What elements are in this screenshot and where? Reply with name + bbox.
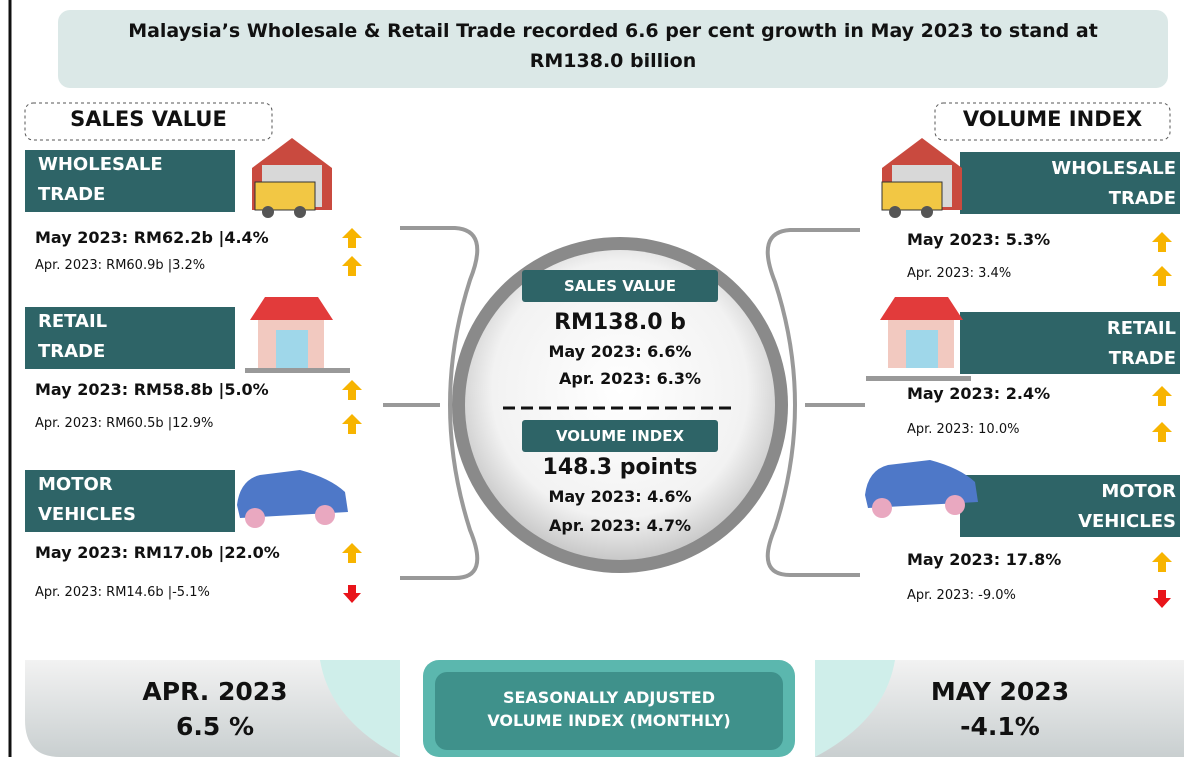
sector-name: RETAIL (1106, 318, 1176, 339)
footer-button-label: SEASONALLY ADJUSTED (502, 688, 716, 707)
sector-banner (25, 150, 235, 212)
previous-figure: Apr. 2023: 3.4% (907, 266, 1012, 281)
sector-name: TRADE (38, 341, 106, 362)
sector-name: WHOLESALE (1051, 158, 1176, 179)
footer-left-accent (320, 660, 400, 757)
center-badge (522, 420, 718, 452)
badge-label: VOLUME INDEX (555, 427, 685, 445)
center-total: 148.3 points (542, 455, 698, 480)
trend-arrow-down (343, 585, 361, 603)
sector-banner (960, 312, 1180, 374)
car-icon (237, 470, 348, 528)
trend-arrow-up (1152, 386, 1172, 406)
trend-arrow-up (342, 256, 362, 276)
current-figure: May 2023: RM58.8b |5.0% (35, 380, 269, 399)
center-previous: Apr. 2023: 4.7% (549, 516, 691, 535)
title-box (58, 10, 1168, 88)
trend-arrow-up (342, 228, 362, 248)
sector-name: VEHICLES (1078, 511, 1176, 532)
warehouse-icon (881, 138, 962, 218)
current-figure: May 2023: RM17.0b |22.0% (35, 543, 280, 562)
sector-name: MOTOR (38, 474, 113, 495)
footer-value: 6.5 % (175, 712, 255, 741)
center-previous: Apr. 2023: 6.3% (559, 369, 701, 388)
footer-right-panel (815, 660, 1184, 757)
trend-arrow-up (342, 414, 362, 434)
current-figure: May 2023: 2.4% (907, 384, 1051, 403)
sector-name: TRADE (1108, 188, 1176, 209)
left-bracket (400, 226, 480, 580)
shop-icon (245, 297, 350, 373)
sector-name: RETAIL (38, 311, 108, 332)
previous-figure: Apr. 2023: 10.0% (907, 422, 1020, 437)
sector-banner (25, 307, 235, 369)
sector-name: MOTOR (1101, 481, 1176, 502)
previous-figure: Apr. 2023: RM14.6b |-5.1% (35, 585, 210, 600)
section-heading: VOLUME INDEX (962, 107, 1143, 131)
title-line: Malaysia’s Wholesale & Retail Trade reco… (128, 20, 1098, 42)
sector-banner (25, 470, 235, 532)
shop-icon (866, 297, 971, 381)
trend-arrow-up (1152, 552, 1172, 572)
previous-figure: Apr. 2023: RM60.9b |3.2% (35, 258, 206, 273)
section-heading: SALES VALUE (70, 107, 227, 131)
sector-name: TRADE (38, 184, 106, 205)
footer-period: APR. 2023 (142, 677, 288, 706)
trend-arrow-up (1152, 232, 1172, 252)
sector-name: VEHICLES (38, 504, 136, 525)
footer-period: MAY 2023 (930, 677, 1070, 706)
title-line: RM138.0 billion (529, 50, 697, 72)
footer-right-accent (815, 660, 895, 757)
footer-left-panel (25, 660, 400, 757)
circle-face (465, 250, 775, 560)
trend-arrow-up (1152, 422, 1172, 442)
trend-arrow-down (1153, 590, 1171, 608)
current-figure: May 2023: RM62.2b |4.4% (35, 228, 269, 247)
footer-button-inner (435, 672, 783, 750)
previous-figure: Apr. 2023: -9.0% (907, 588, 1016, 603)
trend-arrow-up (342, 543, 362, 563)
footer-value: -4.1% (960, 712, 1040, 741)
sales-heading-box (24, 102, 273, 141)
warehouse-icon (252, 138, 332, 218)
current-figure: May 2023: 17.8% (907, 550, 1062, 569)
trend-arrow-up (342, 380, 362, 400)
previous-figure: Apr. 2023: RM60.5b |12.9% (35, 416, 214, 431)
footer-button-label: VOLUME INDEX (MONTHLY) (487, 711, 731, 730)
center-current: May 2023: 4.6% (548, 487, 692, 506)
right-bracket (765, 228, 860, 577)
trend-arrow-up (1152, 266, 1172, 286)
badge-label: SALES VALUE (564, 277, 676, 295)
sector-banner (960, 475, 1180, 537)
sector-name: TRADE (1108, 348, 1176, 369)
car-icon (865, 460, 978, 518)
sector-banner (960, 152, 1180, 214)
center-badge (522, 270, 718, 302)
center-current: May 2023: 6.6% (548, 342, 692, 361)
center-total: RM138.0 b (554, 310, 686, 335)
sector-name: WHOLESALE (38, 154, 163, 175)
current-figure: May 2023: 5.3% (907, 230, 1051, 249)
volume-heading-box (934, 102, 1171, 141)
